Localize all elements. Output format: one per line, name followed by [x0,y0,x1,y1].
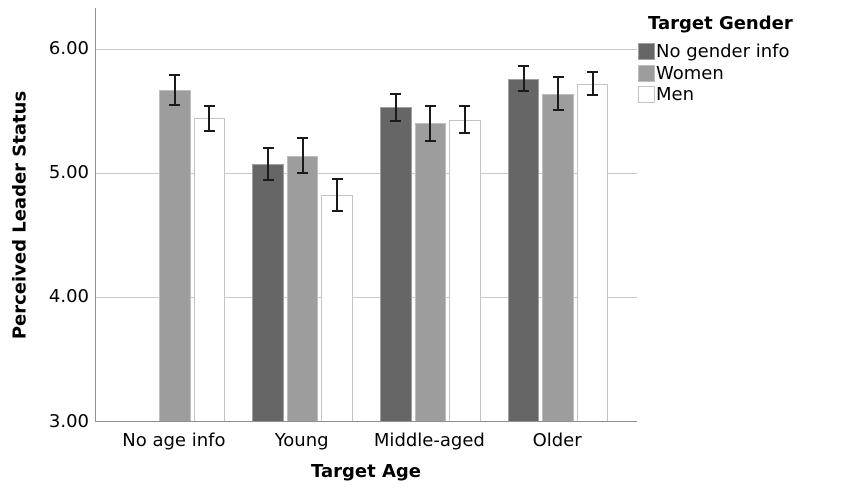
error-bar-cap [297,171,309,174]
error-bar-women-young [301,138,304,173]
legend-title: Target Gender [648,13,793,34]
error-bar-cap [459,132,471,135]
error-bar-no-gender-info-young [267,148,270,181]
legend: Target Gender No gender info Women Men [638,12,843,106]
bar-men-older [576,83,609,421]
gridline-6.00 [96,48,637,50]
plot-area [95,8,637,422]
x-tick-label-no-age-info: No age info [122,430,226,451]
legend-swatch-men [638,86,655,104]
error-bar-men-middle-aged [463,105,466,134]
bar-women-middle-aged [414,123,447,421]
y-tick-label: 5.00 [48,162,89,184]
error-bar-cap [297,137,309,140]
x-tick-label-middle-aged: Middle-aged [373,430,485,451]
bar-no-gender-info-middle-aged [380,107,412,421]
gridline-4.00 [96,296,637,298]
legend-item-women: Women [638,63,843,85]
y-tick-label: 3.00 [48,410,89,432]
legend-items: No gender info Women Men [638,41,843,106]
error-bar-men-no-age-info [208,105,211,131]
bar-women-no-age-info [159,89,191,421]
bar-no-gender-info-young [252,164,284,421]
error-bar-no-gender-info-middle-aged [394,93,397,121]
error-bar-cap [331,178,343,181]
legend-label-women: Women [656,62,724,84]
bar-women-older [542,93,574,421]
error-bar-women-no-age-info [173,74,176,105]
legend-item-men: Men [638,84,843,106]
legend-swatch-women [638,64,655,82]
error-bar-cap [262,179,274,182]
error-bar-cap [424,139,436,142]
error-bar-women-middle-aged [429,105,432,141]
error-bar-cap [424,104,436,107]
error-bar-cap [552,76,564,79]
legend-label-no-gender-info: No gender info [656,41,790,63]
x-tick-label-young: Young [274,430,329,451]
bar-no-gender-info-older [507,78,540,421]
bar-men-no-age-info [193,118,226,421]
bar-women-young [286,155,319,421]
error-bar-cap [459,104,471,107]
bar-men-middle-aged [449,119,481,421]
error-bar-cap [390,92,402,95]
error-bar-cap [390,119,402,122]
x-tick-label-older: Older [532,430,582,451]
legend-item-no-gender-info: No gender info [638,41,843,63]
error-bar-men-young [336,179,339,212]
error-bar-cap [331,210,343,213]
error-bar-cap [518,65,530,68]
error-bar-no-gender-info-older [522,66,525,92]
y-tick-label: 4.00 [48,286,89,308]
y-axis-title: Perceived Leader Status [9,90,31,340]
legend-swatch-no-gender-info [638,43,655,61]
bar-men-young [321,195,353,421]
legend-label-men: Men [656,84,695,106]
error-bar-cap [262,147,274,150]
error-bar-cap [203,104,215,107]
error-bar-women-older [557,77,560,110]
x-axis-title: Target Age [311,461,421,482]
error-bar-cap [552,108,564,111]
y-tick-label: 6.00 [48,38,89,60]
gridline-5.00 [96,172,637,174]
error-bar-men-older [591,72,594,95]
error-bar-cap [518,90,530,93]
error-bar-cap [169,103,181,106]
error-bar-cap [587,93,599,96]
error-bar-cap [587,71,599,74]
error-bar-cap [203,129,215,132]
error-bar-cap [169,73,181,76]
